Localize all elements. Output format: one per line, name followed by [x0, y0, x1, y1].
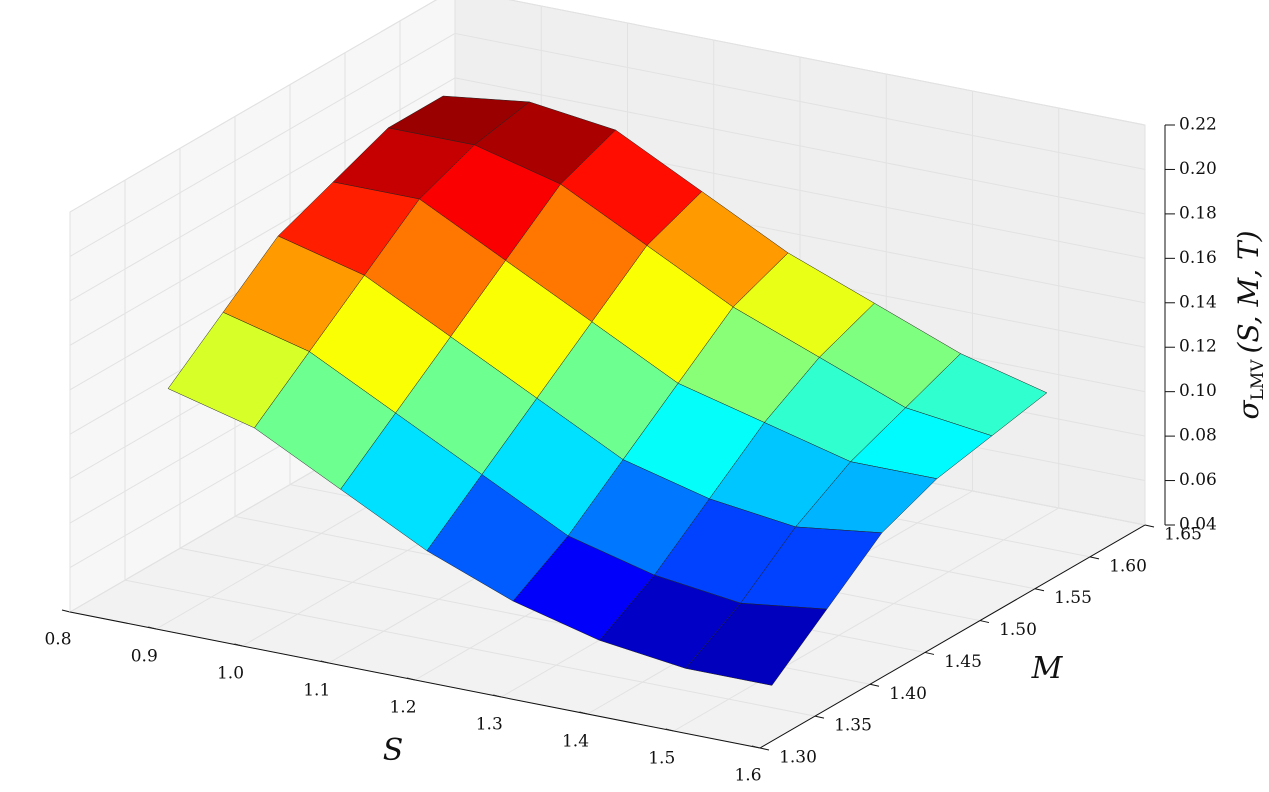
- y-tick-label: 1.40: [889, 684, 927, 704]
- tick-mark: [1144, 524, 1155, 528]
- grid-line: [124, 579, 816, 717]
- x-tick-label: 1.1: [303, 681, 330, 701]
- z-tick-label: 0.22: [1179, 115, 1217, 135]
- y-axis-line: [759, 524, 1146, 749]
- z-tick-label: 0.18: [1179, 203, 1217, 223]
- z-tick-label: 0.20: [1179, 159, 1217, 179]
- z-label-args: (S, M, T): [1232, 230, 1265, 353]
- y-tick-label: 1.65: [1164, 525, 1202, 545]
- x-axis-line: [69, 611, 761, 749]
- z-tick-label: 0.14: [1179, 292, 1217, 312]
- y-tick-label: 1.30: [779, 748, 817, 768]
- tick-mark: [924, 651, 935, 655]
- tick-mark: [1034, 588, 1045, 592]
- tick-mark: [869, 683, 880, 687]
- z-label-symbol: σ: [1232, 400, 1265, 420]
- grid-line: [454, 77, 1146, 215]
- grid-line: [69, 0, 438, 213]
- tick-mark: [814, 715, 825, 719]
- tick-mark: [1089, 556, 1100, 560]
- x-tick-label: 1.0: [217, 664, 244, 684]
- z-tick-label: 0.04: [1179, 515, 1217, 535]
- x-tick-label: 0.9: [131, 647, 158, 667]
- tick-mark: [979, 620, 990, 624]
- z-label-subscript: LMV: [1248, 359, 1268, 401]
- y-tick-label: 1.50: [999, 620, 1037, 640]
- x-tick-label: 1.5: [648, 749, 675, 769]
- x-tick-label: 1.4: [562, 732, 589, 752]
- z-tick-label: 0.08: [1179, 426, 1217, 446]
- x-tick-label: 1.6: [734, 766, 761, 786]
- x-tick-label: 1.2: [389, 698, 416, 718]
- y-tick-label: 1.55: [1054, 588, 1092, 608]
- grid-line: [454, 32, 1146, 170]
- z-axis-label: σLMV (S, M, T): [1232, 230, 1268, 419]
- grid-line: [673, 507, 1060, 732]
- y-tick-label: 1.60: [1109, 556, 1147, 576]
- grid-line: [69, 33, 456, 257]
- y-axis-label: M: [1031, 651, 1064, 686]
- y-tick-label: 1.45: [944, 652, 982, 672]
- y-tick-label: 1.35: [834, 716, 872, 736]
- tick-mark: [61, 609, 71, 613]
- tick-mark: [759, 747, 770, 751]
- x-tick-label: 1.3: [476, 715, 503, 735]
- x-axis-label: S: [383, 733, 404, 768]
- surface-patch: [685, 602, 828, 686]
- z-tick-label: 0.06: [1179, 470, 1217, 490]
- z-tick-label: 0.12: [1179, 337, 1217, 357]
- z-tick-label: 0.10: [1179, 381, 1217, 401]
- grid-line: [508, 0, 1146, 126]
- grid-line: [69, 77, 456, 302]
- z-tick-label: 0.16: [1179, 248, 1217, 268]
- x-tick-label: 0.8: [44, 630, 71, 650]
